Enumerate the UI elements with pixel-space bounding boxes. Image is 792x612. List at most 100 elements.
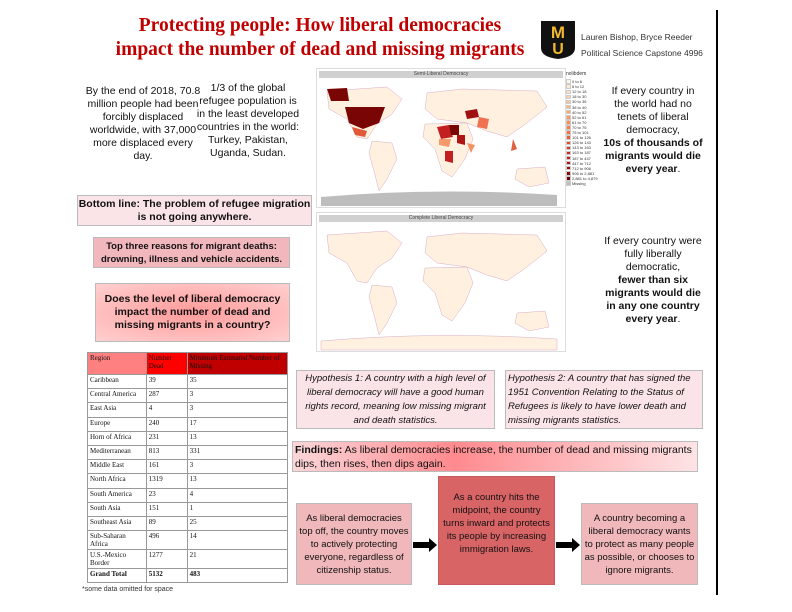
dead-cell: 4 [145, 402, 188, 418]
legend-label: 40 to 52 [572, 109, 587, 115]
legend-item: 163 to 187 [566, 150, 602, 155]
flow-box-becoming: A country becoming a liberal democracy w… [581, 503, 698, 585]
hypothesis-2: Hypothesis 2: A country that has signed … [505, 370, 703, 429]
authors: Lauren Bishop, Bryce Reeder Political Sc… [581, 29, 703, 61]
legend-label: 906 to 2,881 [572, 170, 595, 176]
total-cell: 483 [186, 568, 289, 584]
header-dead: Number Dead [145, 352, 188, 375]
table-row: Sub-Saharan Africa 496 14 [87, 530, 289, 551]
missing-cell: 14 [186, 530, 289, 551]
svg-text:M: M [551, 23, 565, 42]
dead-cell: 23 [145, 487, 188, 503]
region-cell: U.S.-Mexico Border [87, 549, 147, 570]
legend-label: 2,881 to 4,879 [572, 175, 598, 181]
author-names: Lauren Bishop, Bryce Reeder [581, 32, 693, 42]
table-row: Southeast Asia 89 25 [87, 515, 289, 532]
mizzou-logo: M U [541, 21, 575, 59]
divider-line [716, 10, 718, 595]
legend-item: 126 to 143 [566, 140, 602, 145]
dead-cell: 231 [145, 430, 188, 446]
legend-label: 36 to 40 [572, 104, 587, 110]
legend-item: 6 to 12 [566, 84, 602, 89]
map-title: Complete Liberal Democracy [319, 215, 563, 222]
missing-cell: 25 [186, 515, 289, 532]
table-row: North Africa 1319 13 [87, 473, 289, 489]
legend-label: 52 to 61 [572, 114, 587, 120]
legend-item: 36 to 40 [566, 105, 602, 110]
table-row: Central America 287 3 [87, 388, 289, 404]
legend-swatch [566, 160, 571, 166]
table-row: Horn of Africa 231 13 [87, 430, 289, 446]
missing-cell: 13 [186, 430, 289, 446]
table-row: South America 23 4 [87, 487, 289, 503]
legend-swatch [566, 109, 571, 115]
legend-item: Missing [566, 181, 602, 186]
region-cell: Europe [87, 416, 147, 432]
legend-item: 712 to 906 [566, 166, 602, 171]
dead-cell: 240 [145, 416, 188, 432]
legend-item: 187 to 447 [566, 156, 602, 161]
dead-cell: 496 [145, 530, 188, 551]
legend-label: 6 to 12 [572, 84, 585, 90]
dead-cell: 151 [145, 501, 188, 517]
legend-swatch [566, 84, 571, 89]
table-row: East Asia 4 3 [87, 402, 289, 418]
table-row: South Asia 151 1 [87, 501, 289, 517]
legend-item: 447 to 712 [566, 161, 602, 166]
dead-cell: 89 [145, 515, 188, 532]
legend-swatch [566, 145, 571, 151]
legend-swatch [566, 130, 571, 135]
missing-cell: 21 [186, 549, 289, 570]
legend-label: 101 to 126 [572, 135, 591, 141]
legend-item: 52 to 61 [566, 115, 602, 120]
findings-text: As liberal democracies increase, the num… [295, 443, 692, 470]
projection-bold: 10s of thousands of migrants would die e… [603, 137, 703, 175]
table-row: Middle East 161 3 [87, 459, 289, 475]
legend-swatch [566, 99, 571, 105]
legend-item: 18 to 30 [566, 94, 602, 99]
arrow-right-icon [413, 538, 437, 552]
legend-item: 0 to 6 [566, 79, 602, 84]
table-note: *some data omitted for space [82, 586, 174, 593]
legend-label: 70 to 75 [572, 124, 587, 130]
legend-swatch [566, 104, 571, 110]
total-cell: Grand Total [87, 568, 147, 584]
legend-swatch [566, 115, 571, 120]
missing-cell: 4 [186, 487, 289, 503]
total-row: Grand Total 5132 483 [87, 568, 289, 584]
missing-cell: 17 [186, 416, 289, 432]
legend-item: 75 to 101 [566, 130, 602, 135]
region-cell: North Africa [87, 473, 147, 489]
no-democracy-projection: If every country in the world had no ten… [603, 85, 703, 176]
map-complete-liberal: Complete Liberal Democracy [316, 212, 566, 352]
missing-cell: 3 [186, 388, 289, 404]
region-cell: South Asia [87, 501, 147, 517]
total-cell: 5132 [145, 568, 188, 584]
missing-cell: 13 [186, 473, 289, 489]
region-cell: Mediterranean [87, 444, 147, 461]
legend-item: 2,881 to 4,879 [566, 176, 602, 181]
region-cell: Horn of Africa [87, 430, 147, 446]
legend-swatch [566, 165, 571, 171]
legend-label: Missing [572, 180, 586, 186]
table-row: Europe 240 17 [87, 416, 289, 432]
legend-title: nolibdem [566, 71, 587, 77]
region-cell: Middle East [87, 459, 147, 475]
legend-swatch [566, 155, 571, 161]
table-row: Mediterranean 813 331 [87, 444, 289, 461]
projection-bold: fewer than six migrants would die in any… [605, 274, 701, 325]
dead-cell: 39 [145, 373, 188, 390]
projection-text: If every country were fully liberally de… [604, 235, 702, 273]
legend-item: 12 to 18 [566, 89, 602, 94]
legend-label: 12 to 18 [572, 89, 587, 95]
world-map-complete [320, 230, 558, 351]
legend-swatch [566, 176, 571, 181]
region-cell: Sub-Saharan Africa [87, 530, 147, 551]
findings-box: Findings: As liberal democracies increas… [292, 441, 698, 472]
refugee-stat: 1/3 of the global refugee population is … [196, 82, 300, 159]
legend-item: 61 to 70 [566, 120, 602, 125]
legend-item: 101 to 126 [566, 135, 602, 140]
map-semi-liberal: Semi-Liberal Democracy [316, 68, 566, 208]
dead-cell: 161 [145, 459, 188, 475]
legend-item: 906 to 2,881 [566, 171, 602, 176]
